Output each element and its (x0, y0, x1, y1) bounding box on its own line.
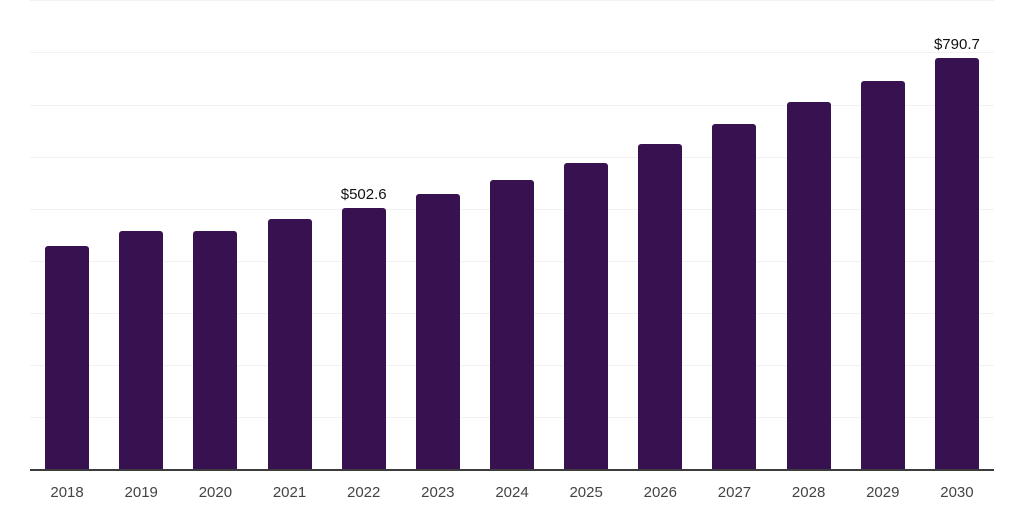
bar-2027 (712, 124, 757, 470)
gridline-900 (30, 0, 994, 1)
bar-slot-2019 (104, 0, 178, 470)
bar-slot-2020 (178, 0, 252, 470)
bar-2030 (934, 58, 979, 470)
bar-2028 (786, 102, 831, 470)
x-tick-label-2029: 2029 (866, 484, 900, 501)
x-tick-label-2026: 2026 (643, 484, 677, 501)
bar-2024 (489, 180, 534, 470)
x-tick-label-2030: 2030 (940, 484, 974, 501)
bar-2026 (638, 144, 683, 470)
plot-area: $502.6 $790.7 (30, 0, 994, 471)
x-tick-label-2023: 2023 (421, 484, 455, 501)
bar-slot-2024 (475, 0, 549, 470)
bar-slot-2025 (549, 0, 623, 470)
bar-2029 (860, 81, 905, 470)
x-tick-label-2024: 2024 (495, 484, 529, 501)
x-axis-line (30, 469, 994, 471)
bar-slot-2023 (401, 0, 475, 470)
bar-2025 (564, 163, 609, 470)
bar-slot-2030: $790.7 (920, 0, 994, 470)
bar-slot-2021 (252, 0, 326, 470)
bar-2018 (45, 246, 90, 470)
bar-slot-2022: $502.6 (327, 0, 401, 470)
x-tick-label-2027: 2027 (717, 484, 752, 501)
x-tick-label-2021: 2021 (272, 484, 307, 501)
x-tick-label-2022: 2022 (347, 484, 381, 501)
gridline-600 (30, 157, 994, 158)
bar-2021 (267, 219, 312, 470)
bar-value-label-2022: $502.6 (340, 186, 387, 203)
x-tick-label-2020: 2020 (198, 484, 233, 501)
bar-2022 (341, 208, 386, 470)
bar-2023 (415, 194, 460, 470)
x-tick-label-2028: 2028 (791, 484, 826, 501)
gridline-700 (30, 105, 994, 106)
x-tick-label-2019: 2019 (124, 484, 158, 501)
x-axis: 2018 2019 2020 2021 2022 2023 2024 2025 2026 2027… (30, 484, 994, 506)
bar-slot-2027 (697, 0, 771, 470)
bar-slot-2029 (846, 0, 920, 470)
gridline-800 (30, 52, 994, 53)
x-tick-label-2018: 2018 (50, 484, 84, 501)
bar-slot-2026 (623, 0, 697, 470)
x-tick-label-2025: 2025 (569, 484, 603, 501)
bar-slot-2018 (30, 0, 104, 470)
bar-slot-2028 (772, 0, 846, 470)
bar-2020 (193, 231, 238, 470)
bar-value-label-2030: $790.7 (933, 36, 980, 53)
bar-2019 (119, 231, 164, 470)
